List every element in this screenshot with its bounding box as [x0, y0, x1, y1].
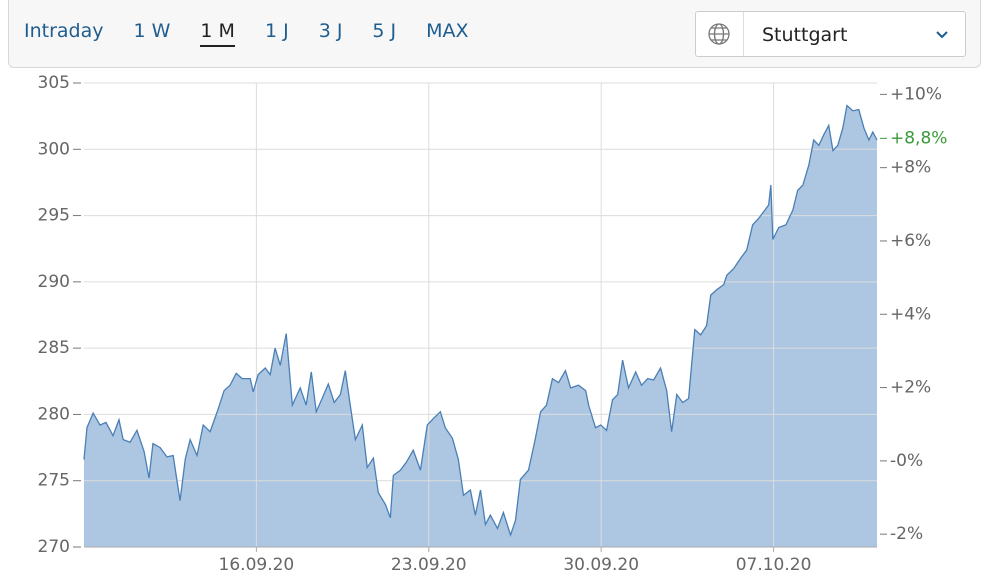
price-line [83, 104, 878, 538]
range-tab[interactable]: 3 J [318, 20, 343, 42]
range-tab[interactable]: Intraday [24, 20, 104, 42]
y2-tick-label: +10% [890, 84, 942, 104]
range-tab[interactable]: MAX [426, 20, 469, 42]
x-tick-label: 16.09.20 [219, 555, 295, 575]
toolbar: Intraday 1 W 1 M 1 J 3 J 5 J MAX Stuttgart [8, 0, 981, 68]
x-tick-label: 30.09.20 [563, 555, 639, 575]
exchange-select[interactable]: Stuttgart [695, 11, 966, 57]
exchange-label: Stuttgart [762, 24, 848, 46]
range-tab[interactable]: 1 M [200, 20, 235, 47]
y2-tick-label: +2% [890, 378, 931, 398]
range-tab[interactable]: 1 J [264, 20, 289, 42]
y2-tick-label: +8% [890, 158, 931, 178]
y-tick-label: 290 [38, 272, 70, 292]
y-tick-label: 275 [38, 471, 70, 491]
range-tab[interactable]: 1 W [133, 20, 171, 42]
y-tick-label: 270 [38, 537, 70, 557]
y2-tick-label: +6% [890, 231, 931, 251]
y-tick-label: 280 [38, 404, 70, 424]
y-tick-label: 285 [38, 338, 70, 358]
globe-icon [708, 12, 744, 56]
chevron-icon [936, 31, 948, 39]
x-tick-label: 23.09.20 [391, 555, 467, 575]
y2-tick-label: +4% [890, 304, 931, 324]
range-tabs: Intraday 1 W 1 M 1 J 3 J 5 J MAX [24, 20, 499, 47]
y-tick-label: 295 [38, 206, 70, 226]
y2-tick-label: -0% [890, 451, 923, 471]
area-fill [84, 105, 877, 547]
last-change-label: +8,8% [890, 128, 947, 148]
y2-tick-label: -2% [890, 524, 923, 544]
range-tab[interactable]: 5 J [372, 20, 397, 42]
y-tick-label: 300 [38, 139, 70, 159]
y-tick-label: 305 [38, 73, 70, 93]
x-tick-label: 07.10.20 [736, 555, 812, 575]
